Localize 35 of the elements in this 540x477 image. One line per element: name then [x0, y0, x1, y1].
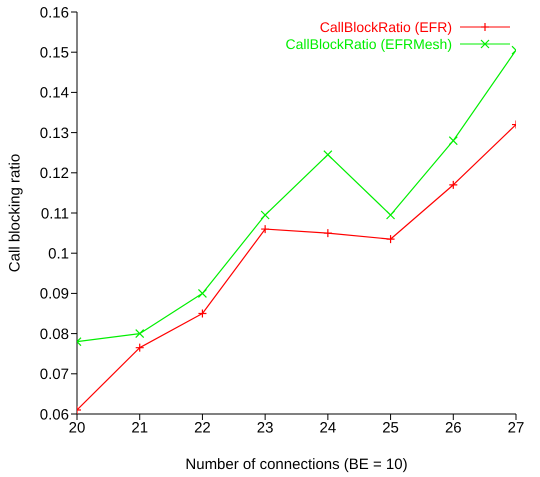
point: [323, 150, 332, 160]
y-axis-title: Call blocking ratio: [6, 154, 24, 272]
point: [135, 329, 144, 338]
x-tick-label: 26: [444, 420, 462, 437]
x-tick-label: 23: [256, 420, 274, 437]
point: [323, 228, 332, 238]
x-axis-title: Number of connections (BE = 10): [185, 456, 408, 473]
y-tick-label: 0.14: [40, 84, 69, 102]
x-tick-label: 20: [68, 420, 86, 437]
y-tick-label: 0.1: [48, 246, 69, 263]
y-tick-label: 0.06: [40, 406, 69, 424]
x-tick-label: 25: [382, 420, 399, 437]
x-tick-label: 24: [320, 420, 336, 437]
legend-label: CallBlockRatio (EFRMesh): [286, 36, 452, 52]
legend-label: CallBlockRatio (EFR): [320, 18, 452, 34]
y-tick-label: 0.13: [40, 124, 69, 142]
x-tick-label: 27: [508, 420, 524, 437]
y-tick-label: 0.09: [40, 286, 69, 303]
point: [260, 224, 270, 234]
point: [386, 210, 396, 220]
point: [448, 136, 458, 146]
point: [135, 343, 144, 352]
point: [386, 234, 396, 244]
y-tick-label: 0.11: [40, 205, 69, 222]
y-tick-label: 0.12: [40, 165, 69, 182]
y-tick-label: 0.15: [40, 44, 69, 62]
y-tick-label: 0.08: [40, 326, 69, 343]
point: [198, 288, 208, 298]
y-tick-label: 0.16: [40, 4, 69, 22]
point: [448, 180, 458, 190]
x-tick-label: 21: [131, 420, 148, 437]
point: [260, 210, 270, 220]
y-tick-label: 0.07: [40, 366, 69, 384]
point: [198, 308, 208, 318]
x-tick-label: 22: [194, 420, 211, 437]
